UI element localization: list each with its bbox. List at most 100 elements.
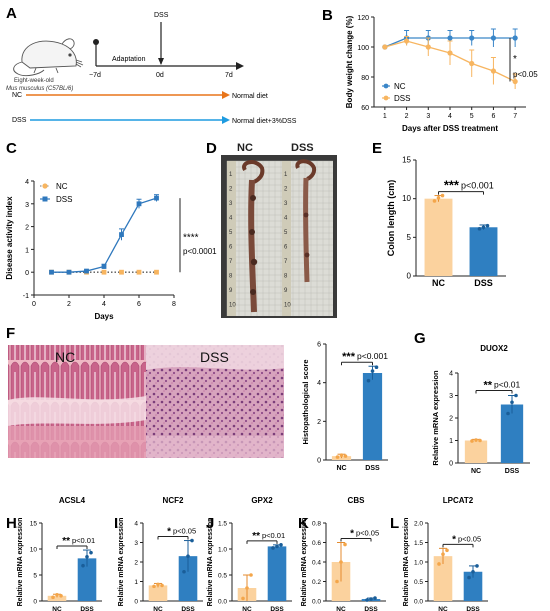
adaptation-label: Adaptation <box>112 56 146 63</box>
data-point <box>477 227 482 231</box>
bar-dss <box>469 227 498 276</box>
ruler-right <box>282 161 291 316</box>
data-point <box>447 35 453 41</box>
y-tick-label: 5 <box>33 573 37 580</box>
chart-title: CBS <box>348 496 366 505</box>
y-tick-label: 0 <box>25 270 29 277</box>
legend-marker-nc <box>42 183 48 189</box>
grid-paper <box>227 161 333 316</box>
ruler-mark-right: 6 <box>284 245 288 251</box>
mouse-label-line2: Mus musculus (C57BL/6) <box>6 86 73 92</box>
y-tick-label: 0.2 <box>312 579 321 586</box>
panel-l: L 0.0 0.5 1.0 1.5 2.0 Relative mRNA expression… <box>390 496 488 611</box>
y-tick-label: 15 <box>30 521 38 528</box>
data-point <box>182 569 186 574</box>
panel-h: H 0 5 10 15 Relative mRNA expression ACSL4 NC DS… <box>6 496 102 611</box>
x-tick-label: 8 <box>172 301 176 308</box>
p-value: p<0.05 <box>458 534 481 543</box>
p-value: p<0.05 <box>173 527 196 536</box>
data-point <box>441 552 445 556</box>
x-tick-label: NC <box>432 278 445 288</box>
panel-j: J 0.0 0.5 1.0 1.5 Relative mRNA expression GPX… <box>206 496 292 611</box>
y-tick-label: 2.0 <box>414 521 423 528</box>
x-tick-label: NC <box>52 606 62 611</box>
ruler-mark-left: 6 <box>229 245 233 251</box>
data-point <box>339 453 344 457</box>
p-value: p<0.0001 <box>183 247 217 256</box>
data-point <box>186 554 190 558</box>
panel-g: G 0 1 2 3 4 Relative mRNA expression DUOX2 NC DSS… <box>414 330 530 475</box>
data-point <box>66 269 72 275</box>
panel-letter: K <box>298 515 309 532</box>
dss-marker-label: DSS <box>154 12 169 19</box>
data-point <box>241 596 245 601</box>
chart-title: LPCAT2 <box>443 496 474 505</box>
significance-stars: **** <box>183 232 199 243</box>
x-tick-label: DSS <box>365 465 380 472</box>
x-tick-label: DSS <box>364 606 378 611</box>
y-tick-label: 5 <box>407 233 412 242</box>
ruler-mark-left: 7 <box>229 259 233 265</box>
y-tick-label: 0.0 <box>218 599 227 606</box>
y-tick-label: 1 <box>449 438 453 445</box>
y-tick-label: 0.8 <box>312 521 321 528</box>
dss-diet-label: Normal diet+3%DSS <box>232 118 297 125</box>
panel-letter: C <box>6 140 17 157</box>
data-point <box>136 201 142 207</box>
ruler-mark-right: 9 <box>284 288 288 294</box>
y-tick-label: 4 <box>449 371 453 378</box>
ruler-mark-left: 4 <box>229 216 233 222</box>
data-point <box>156 582 160 587</box>
y-axis-label: Relative mRNA expression <box>301 518 308 607</box>
x-tick-label: DSS <box>80 606 94 611</box>
data-point <box>478 438 482 443</box>
ruler-marks: 1 1 2 2 3 3 4 4 5 5 6 6 7 7 8 8 9 9 10 10 <box>229 172 291 309</box>
significance-stars: *** <box>444 178 460 193</box>
data-point <box>469 60 475 67</box>
bar-nc <box>47 595 67 601</box>
significance-stars: * <box>350 529 354 540</box>
p-value: p<0.05 <box>513 70 538 79</box>
y-tick-label: 120 <box>357 15 369 22</box>
ruler-mark-right: 7 <box>284 259 288 265</box>
legend-marker-dss <box>42 196 48 202</box>
mouse-icon <box>13 38 84 77</box>
panel-letter-d: D <box>206 140 217 157</box>
legend-label-nc: NC <box>56 182 68 191</box>
ruler-mark-right: 10 <box>284 303 291 309</box>
data-point <box>136 269 142 275</box>
y-axis-label: Relative mRNA expression <box>207 518 214 607</box>
data-point <box>512 35 518 41</box>
y-tick-label: 0 <box>407 272 412 281</box>
data-point <box>190 538 194 543</box>
y-tick-label: 2 <box>134 560 138 567</box>
significance-stars: * <box>452 534 456 545</box>
p-value: p<0.001 <box>461 181 494 191</box>
p-value: p<0.01 <box>72 536 95 545</box>
x-tick-label: DSS <box>474 278 493 288</box>
y-axis-label: Relative mRNA expression <box>431 370 440 466</box>
dss-arrowhead <box>158 58 164 65</box>
nc-submucosa <box>8 396 146 426</box>
x-tick-label: NC <box>153 606 163 611</box>
y-tick-label: 1.5 <box>218 521 227 528</box>
data-point <box>154 269 159 275</box>
data-point <box>365 598 369 602</box>
legend-label-dss: DSS <box>394 94 410 103</box>
data-point <box>369 597 373 601</box>
panel-letter-f: F <box>6 325 15 342</box>
data-point <box>339 560 343 564</box>
panel-letter: I <box>114 515 118 532</box>
y-tick-label: 0.4 <box>312 560 321 567</box>
ruler-mark-right: 3 <box>284 201 288 207</box>
data-point <box>490 68 497 74</box>
nc-diet-label: Normal diet <box>232 93 268 100</box>
y-tick-label: 1 <box>25 247 29 254</box>
y-axis-label: Relative mRNA expression <box>17 518 24 607</box>
panel-e: E 0 5 10 15 Colon length (cm) NC DSS *** p<0.001 <box>372 140 506 288</box>
y-tick-label: 2 <box>449 416 453 423</box>
y-tick-label: 15 <box>402 156 411 165</box>
data-point <box>89 550 93 555</box>
significance-stars: * <box>513 54 517 65</box>
ruler-mark-right: 8 <box>284 274 288 280</box>
